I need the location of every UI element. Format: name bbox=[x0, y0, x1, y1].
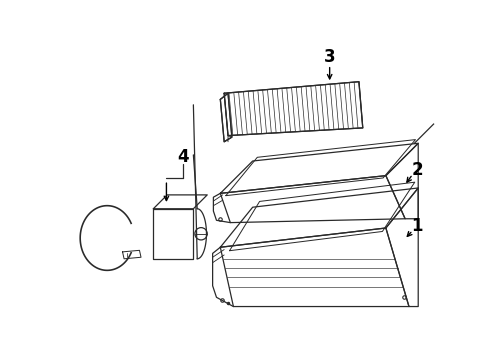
Text: 3: 3 bbox=[324, 48, 336, 66]
Text: 1: 1 bbox=[411, 217, 423, 235]
Text: 2: 2 bbox=[411, 161, 423, 179]
Text: 4: 4 bbox=[177, 148, 189, 166]
